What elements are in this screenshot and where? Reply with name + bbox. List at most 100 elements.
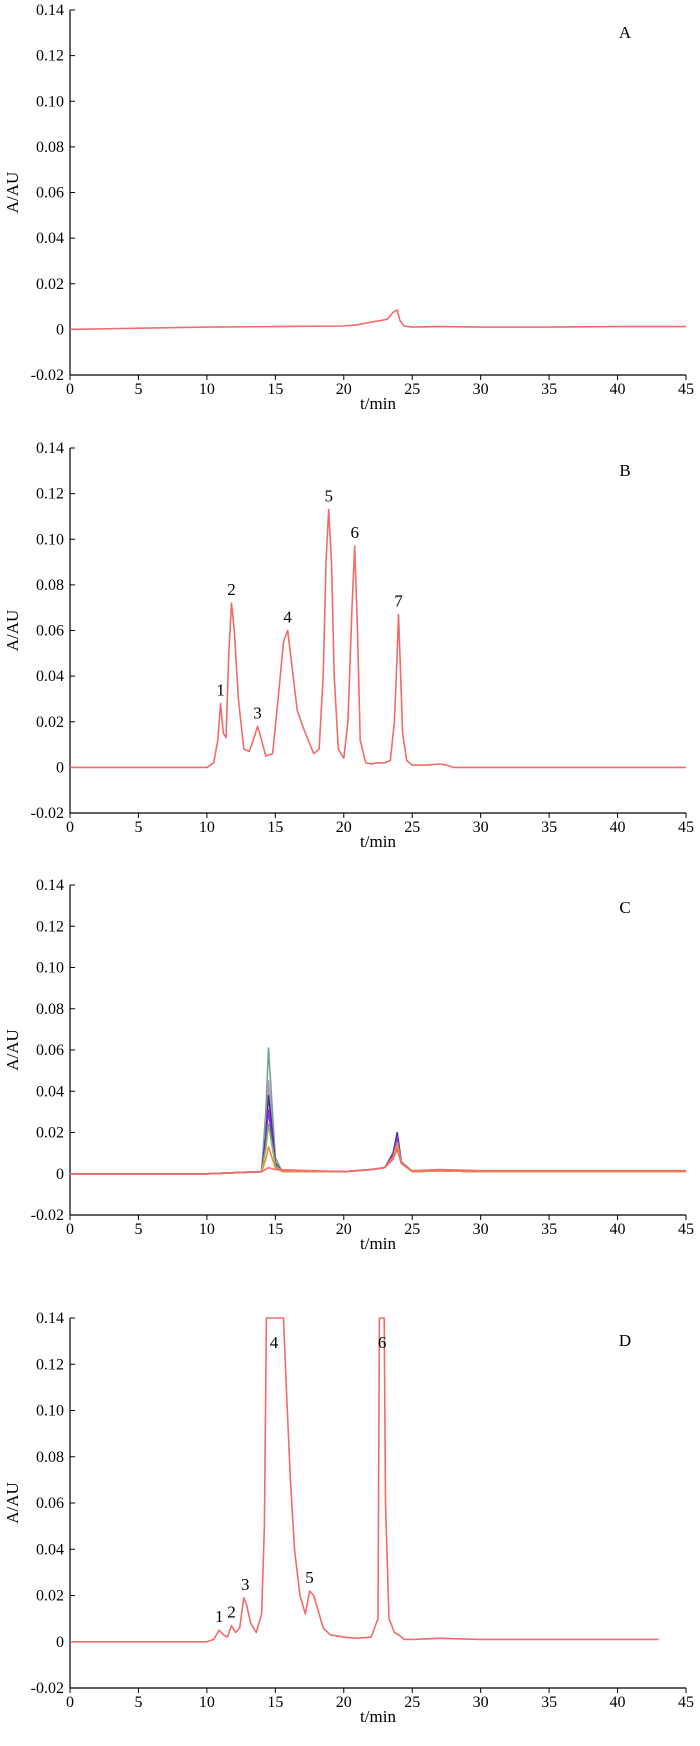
peak-label: 7 <box>394 592 403 611</box>
x-tick-label: 5 <box>134 1221 142 1238</box>
x-tick-label: 45 <box>678 819 694 836</box>
y-tick-label: 0.14 <box>36 2 64 19</box>
peak-label: 2 <box>227 580 236 599</box>
y-tick-label: 0.08 <box>36 139 64 156</box>
peak-label: 5 <box>324 487 333 506</box>
y-tick-label: 0.06 <box>36 623 64 640</box>
x-tick-label: 40 <box>610 1694 626 1711</box>
y-tick-label: 0 <box>56 1634 64 1651</box>
y-tick-label: 0.08 <box>36 577 64 594</box>
y-tick-label: 0.12 <box>36 1356 64 1373</box>
x-tick-label: 5 <box>134 381 142 398</box>
y-tick-label: 0.02 <box>36 1125 64 1142</box>
x-tick-label: 35 <box>541 819 557 836</box>
peak-label: 3 <box>253 703 262 722</box>
peak-label: 6 <box>350 523 359 542</box>
x-tick-label: 20 <box>336 1694 352 1711</box>
y-tick-label: 0.08 <box>36 1449 64 1466</box>
x-axis-label: t/min <box>360 832 396 851</box>
x-tick-label: 35 <box>541 381 557 398</box>
x-axis-label: t/min <box>360 1707 396 1726</box>
x-tick-label: 20 <box>336 381 352 398</box>
y-tick-label: -0.02 <box>31 367 64 384</box>
series-line <box>70 1047 686 1175</box>
y-tick-label: 0.10 <box>36 960 64 977</box>
series-line <box>70 1123 686 1175</box>
x-tick-label: 5 <box>134 1694 142 1711</box>
y-tick-label: 0.14 <box>36 877 64 894</box>
x-tick-label: 30 <box>473 381 489 398</box>
series-line <box>70 1094 686 1175</box>
x-tick-label: 10 <box>199 819 215 836</box>
x-tick-label: 10 <box>199 1694 215 1711</box>
y-tick-label: 0.12 <box>36 918 64 935</box>
x-tick-label: 15 <box>267 381 283 398</box>
series-line <box>70 1317 659 1643</box>
panel-label: C <box>619 898 630 917</box>
y-tick-label: 0.06 <box>36 1042 64 1059</box>
series-line <box>70 1080 686 1175</box>
x-tick-label: 30 <box>473 819 489 836</box>
y-tick-label: 0.14 <box>36 440 64 457</box>
series-line <box>70 309 686 331</box>
y-tick-label: 0.12 <box>36 48 64 65</box>
y-tick-label: 0.04 <box>36 1083 64 1100</box>
x-tick-label: 30 <box>473 1694 489 1711</box>
series-line <box>70 508 686 769</box>
peak-label: 6 <box>378 1333 387 1352</box>
y-tick-label: -0.02 <box>31 1207 64 1224</box>
x-tick-label: 10 <box>199 1221 215 1238</box>
peak-label: 1 <box>215 1607 224 1626</box>
y-tick-label: 0.06 <box>36 185 64 202</box>
y-tick-label: 0.04 <box>36 230 64 247</box>
x-tick-label: 40 <box>610 1221 626 1238</box>
y-tick-label: 0.12 <box>36 486 64 503</box>
panel-label: D <box>619 1331 631 1350</box>
y-axis-label: A/AU <box>3 610 22 652</box>
x-tick-label: 45 <box>678 381 694 398</box>
panel-label: B <box>619 461 630 480</box>
y-tick-label: 0.10 <box>36 531 64 548</box>
series-line <box>70 1144 686 1175</box>
y-tick-label: 0.04 <box>36 1541 64 1558</box>
x-tick-label: 45 <box>678 1694 694 1711</box>
y-tick-label: 0 <box>56 1166 64 1183</box>
y-tick-label: 0.04 <box>36 668 64 685</box>
peak-label: 2 <box>227 1603 236 1622</box>
x-tick-label: 0 <box>66 1694 74 1711</box>
panel-label: A <box>619 23 632 42</box>
x-tick-label: 20 <box>336 1221 352 1238</box>
peak-label: 4 <box>283 608 292 627</box>
y-tick-label: 0.10 <box>36 1403 64 1420</box>
y-tick-label: 0.02 <box>36 1588 64 1605</box>
x-tick-label: 20 <box>336 819 352 836</box>
y-tick-label: -0.02 <box>31 1680 64 1697</box>
x-tick-label: 35 <box>541 1694 557 1711</box>
x-tick-label: 25 <box>404 1694 420 1711</box>
y-tick-label: 0.08 <box>36 1001 64 1018</box>
x-tick-label: 40 <box>610 381 626 398</box>
x-axis-label: t/min <box>360 1234 396 1253</box>
peak-label: 1 <box>216 681 225 700</box>
x-tick-label: 45 <box>678 1221 694 1238</box>
y-tick-label: 0.02 <box>36 276 64 293</box>
y-tick-label: 0 <box>56 321 64 338</box>
x-tick-label: 25 <box>404 381 420 398</box>
x-tick-label: 15 <box>267 819 283 836</box>
x-tick-label: 35 <box>541 1221 557 1238</box>
x-tick-label: 25 <box>404 819 420 836</box>
peak-label: 4 <box>270 1333 279 1352</box>
x-tick-label: 10 <box>199 381 215 398</box>
x-tick-label: 25 <box>404 1221 420 1238</box>
series-line <box>70 1109 686 1175</box>
y-tick-label: 0 <box>56 759 64 776</box>
x-tick-label: 0 <box>66 819 74 836</box>
y-tick-label: 0.10 <box>36 93 64 110</box>
x-tick-label: 15 <box>267 1694 283 1711</box>
x-tick-label: 0 <box>66 1221 74 1238</box>
y-axis-label: A/AU <box>3 1029 22 1071</box>
